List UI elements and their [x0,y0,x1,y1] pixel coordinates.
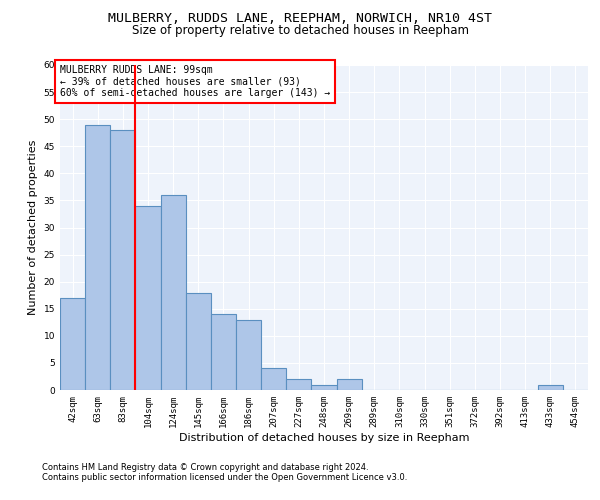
Text: Size of property relative to detached houses in Reepham: Size of property relative to detached ho… [131,24,469,37]
Y-axis label: Number of detached properties: Number of detached properties [28,140,38,315]
Bar [311,384,337,390]
Bar [186,292,211,390]
Bar [538,384,563,390]
Bar [211,314,236,390]
X-axis label: Distribution of detached houses by size in Reepham: Distribution of detached houses by size … [179,432,469,442]
Text: Contains public sector information licensed under the Open Government Licence v3: Contains public sector information licen… [42,474,407,482]
Bar [60,298,85,390]
Bar [337,379,362,390]
Bar [236,320,261,390]
Bar [161,195,186,390]
Bar [85,124,110,390]
Text: Contains HM Land Registry data © Crown copyright and database right 2024.: Contains HM Land Registry data © Crown c… [42,464,368,472]
Text: MULBERRY, RUDDS LANE, REEPHAM, NORWICH, NR10 4ST: MULBERRY, RUDDS LANE, REEPHAM, NORWICH, … [108,12,492,26]
Bar [136,206,161,390]
Bar [261,368,286,390]
Bar [286,379,311,390]
Bar [110,130,136,390]
Text: MULBERRY RUDDS LANE: 99sqm
← 39% of detached houses are smaller (93)
60% of semi: MULBERRY RUDDS LANE: 99sqm ← 39% of deta… [60,65,330,98]
